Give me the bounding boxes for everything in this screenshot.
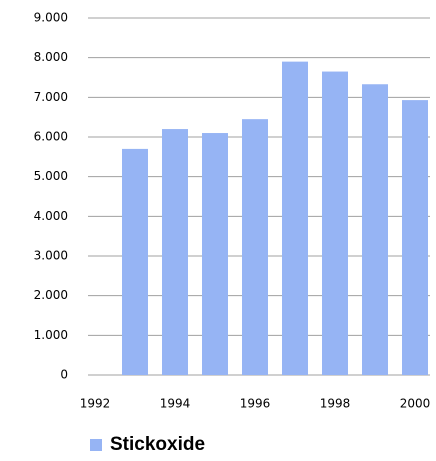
bar	[162, 129, 188, 375]
y-tick-label: 8.000	[34, 50, 68, 64]
bar	[282, 61, 308, 376]
x-tick-label: 1996	[240, 397, 271, 411]
bar	[362, 84, 388, 375]
y-tick-label: 7.000	[34, 90, 68, 104]
y-tick-label: 6.000	[34, 130, 68, 144]
bar	[402, 100, 428, 376]
y-tick-label: 0	[60, 368, 68, 382]
y-tick-label: 2.000	[34, 288, 68, 302]
x-tick-label: 1998	[320, 397, 351, 411]
x-tick-label: 1994	[160, 397, 191, 411]
legend-swatch	[90, 439, 102, 451]
legend-text: Stickoxide	[110, 434, 205, 455]
bar	[242, 119, 268, 376]
y-tick-label: 9.000	[34, 11, 68, 25]
y-tick-label: 5.000	[34, 169, 68, 183]
x-tick-label: 2000	[400, 397, 431, 411]
y-tick-label: 1.000	[34, 328, 68, 342]
bar	[202, 133, 228, 375]
x-tick-label: 1992	[80, 397, 111, 411]
bar	[122, 148, 148, 375]
y-tick-label: 4.000	[34, 209, 68, 223]
y-tick-label: 3.000	[34, 249, 68, 263]
bar	[322, 71, 348, 376]
